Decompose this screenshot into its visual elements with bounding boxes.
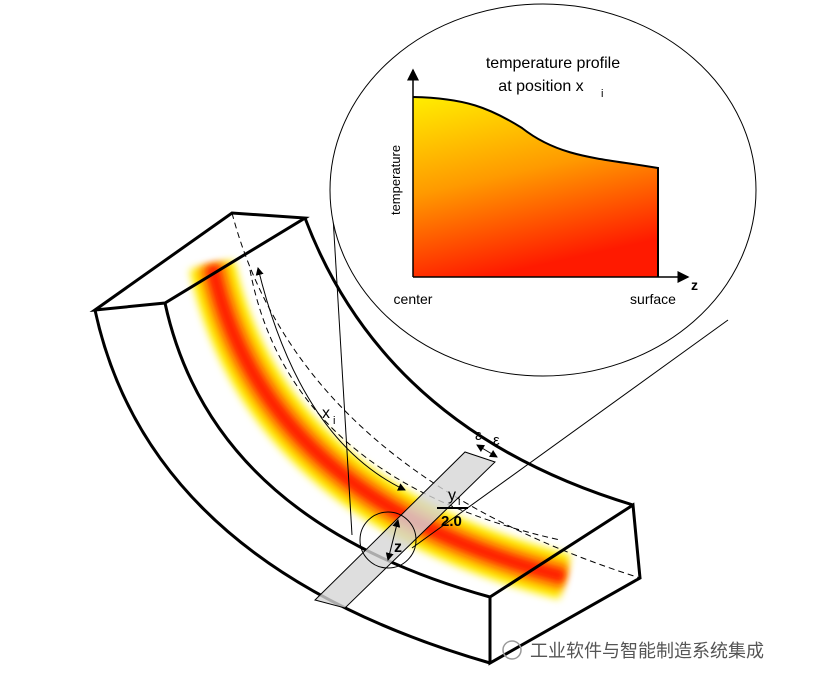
arc-label: x xyxy=(322,405,330,422)
axis-z: z xyxy=(691,277,698,293)
beam xyxy=(89,211,642,666)
x-label: surface xyxy=(630,291,676,307)
epsilon: ε xyxy=(475,427,482,444)
x-label: center xyxy=(394,291,433,307)
slice xyxy=(314,444,498,609)
watermark: 工业软件与智能制造系统集成 xyxy=(530,641,764,661)
inset-title: temperature profile xyxy=(486,55,620,72)
arc-sub: i xyxy=(333,415,335,427)
profile-area xyxy=(413,97,658,277)
inset-title-sub: i xyxy=(601,88,603,100)
y-sub: i xyxy=(458,496,460,508)
projection-line xyxy=(411,319,729,549)
profile-curve xyxy=(412,96,659,277)
epsilon: ε xyxy=(493,432,500,449)
fraction-denominator: 2.0 xyxy=(441,513,462,530)
inset-title: at position x xyxy=(498,78,583,95)
watermark-icon xyxy=(502,640,522,660)
y-axis-label: temperature xyxy=(388,145,403,215)
projection-line xyxy=(331,199,353,536)
z-label: z xyxy=(394,539,402,556)
y-label: y xyxy=(448,487,456,504)
